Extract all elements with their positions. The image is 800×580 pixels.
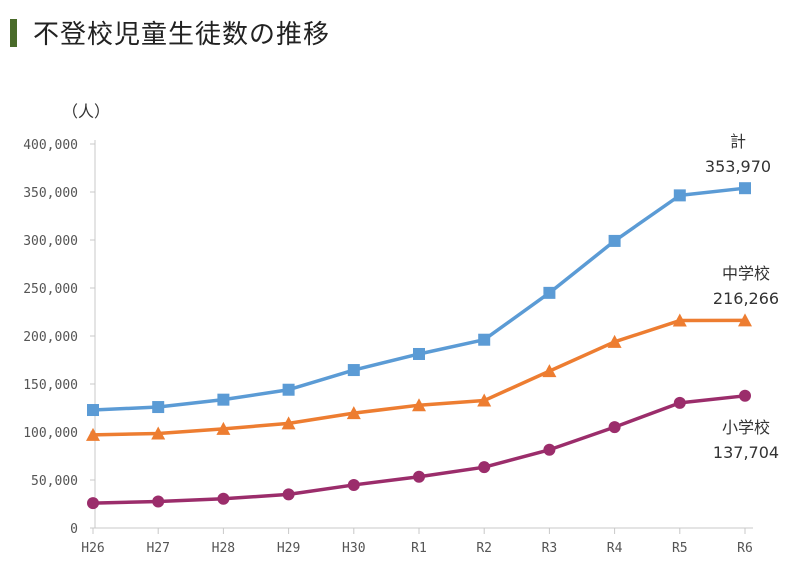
y-tick-label: 300,000 [23,234,78,249]
series-end-value-label: 353,970 [705,157,771,176]
title-bar: 不登校児童生徒数の推移 [10,14,330,51]
y-tick-label: 200,000 [23,330,78,345]
data-point [542,364,557,378]
data-point [151,426,166,440]
x-tick-label: H30 [342,541,365,556]
data-point [739,389,751,402]
data-point [281,416,296,430]
data-point [413,347,425,360]
data-point [673,189,686,202]
data-point [217,492,230,505]
data-point [543,286,556,299]
series-layer [86,182,752,510]
data-point [87,404,99,417]
data-point [347,364,360,377]
data-point [216,421,231,435]
data-point [608,234,621,247]
x-tick-label: H28 [212,541,235,556]
series-2 [86,313,752,441]
series-line [92,186,746,412]
data-point [347,478,360,491]
data-point [477,393,492,407]
x-tick-label: R4 [607,541,623,556]
end-labels: 計 353,970 中学校 216,266 小学校 137,704 [705,132,779,462]
data-point [86,427,100,441]
x-tick-label: R1 [411,541,427,556]
data-point [412,398,426,412]
series-end-value-label: 137,704 [713,443,779,462]
data-point [673,396,686,409]
data-point [672,313,687,327]
series-line [92,394,746,505]
x-tick-label: R5 [672,541,688,556]
y-tick-label: 100,000 [23,426,78,441]
y-tick-label: 50,000 [31,474,78,489]
x-tick-label: R2 [476,541,492,556]
y-axis-unit-label: （人） [62,102,110,121]
series-1 [87,182,751,417]
x-tick-label: H29 [277,541,300,556]
data-point [543,443,556,456]
x-tick-label: H26 [81,541,104,556]
data-point [738,313,752,327]
data-point [217,393,230,406]
data-point [152,401,165,414]
title-marker [10,18,17,47]
y-tick-label: 0 [70,522,78,537]
data-point [346,406,361,420]
y-tick-label: 350,000 [23,186,78,201]
data-point [739,182,751,195]
data-point [282,383,295,396]
series-3 [87,389,751,510]
page-title: 不登校児童生徒数の推移 [33,20,331,50]
series-name-label: 小学校 [722,418,770,437]
data-point [478,461,491,474]
data-point [607,334,622,348]
series-name-label: 中学校 [722,264,770,283]
data-point [413,470,425,483]
axes: 0 50,000 100,000 150,000 200,000 250,000 300,0… [23,138,753,556]
series-name-label: 計 [730,132,746,151]
x-tick-label: R6 [737,541,753,556]
series-line [92,318,746,437]
y-tick-label: 400,000 [23,138,78,153]
x-tick-label: H27 [146,541,169,556]
y-tick-label: 250,000 [23,282,78,297]
data-point [282,488,295,501]
data-point [87,497,99,510]
y-tick-label: 150,000 [23,378,78,393]
data-point [608,421,621,434]
x-tick-label: R3 [542,541,558,556]
data-point [152,495,165,508]
series-end-value-label: 216,266 [713,289,779,308]
data-point [478,333,491,346]
